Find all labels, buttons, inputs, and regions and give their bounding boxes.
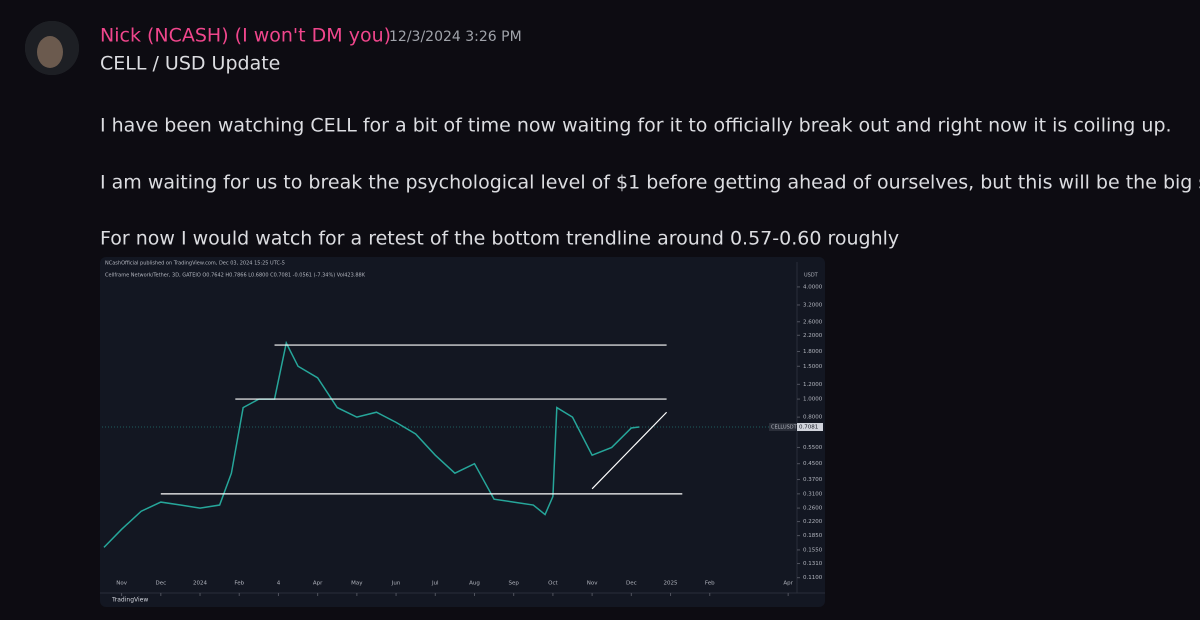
- x-tick-label: Dec: [155, 581, 166, 587]
- y-axis-label: USDT: [804, 273, 819, 279]
- y-tick-label: 0.2200: [803, 519, 823, 525]
- x-tick-label: Feb: [705, 581, 715, 587]
- price-box: [797, 423, 823, 432]
- message-line: CELL / USD Update: [100, 53, 280, 75]
- y-tick-label: 1.0000: [803, 397, 823, 403]
- y-tick-label: 0.3700: [803, 477, 823, 483]
- y-tick-label: 0.3100: [803, 491, 823, 497]
- y-tick-label: 0.4500: [803, 461, 823, 467]
- x-tick-label: Nov: [587, 581, 598, 587]
- trend-line: [591, 411, 668, 490]
- y-tick-label: 0.1310: [803, 561, 823, 567]
- y-tick-label: 0.1850: [803, 533, 823, 539]
- avatar[interactable]: [25, 21, 79, 75]
- x-tick-label: Aug: [469, 581, 480, 587]
- y-tick-label: 0.5500: [803, 445, 823, 451]
- price-tag: [769, 423, 796, 432]
- x-tick-label: Apr: [313, 581, 323, 587]
- y-tick-label: 0.2600: [803, 506, 823, 512]
- message-line: For now I would watch for a retest of th…: [100, 228, 899, 250]
- author[interactable]: Nick (NCASH) (I won't DM you): [100, 25, 391, 47]
- price-tag-name: CELLUSDT: [771, 425, 798, 431]
- x-tick-label: Dec: [626, 581, 637, 587]
- x-tick-label: Apr: [783, 581, 793, 587]
- footer: TradingView: [111, 597, 148, 604]
- y-tick-label: 1.5000: [803, 364, 823, 370]
- y-tick-label: 1.2000: [803, 382, 823, 388]
- x-tick-label: 2025: [664, 581, 678, 587]
- x-tick-label: Jun: [391, 581, 401, 587]
- chart-subtitle: Cellframe Network/Tether, 3D, GATEIO O0.…: [105, 273, 366, 279]
- x-tick-label: 4: [277, 581, 281, 587]
- y-tick-label: 2.6000: [803, 319, 823, 325]
- y-tick-label: 1.8000: [803, 349, 823, 355]
- x-tick-label: Oct: [548, 581, 558, 587]
- chart-image[interactable]: [100, 257, 825, 607]
- y-tick-label: 3.2000: [803, 302, 823, 308]
- y-tick-label: 4.0000: [803, 284, 823, 290]
- x-tick-label: May: [351, 581, 363, 587]
- x-tick-label: 2024: [193, 581, 207, 587]
- x-tick-label: Sep: [509, 581, 520, 587]
- price-value: 0.7081: [799, 425, 818, 431]
- x-tick-label: Feb: [234, 581, 244, 587]
- x-tick-label: Jul: [431, 581, 439, 587]
- y-tick-label: 0.8000: [803, 415, 823, 421]
- y-tick-label: 0.1100: [803, 575, 823, 581]
- y-tick-label: 2.2000: [803, 333, 823, 339]
- message-line: I have been watching CELL for a bit of t…: [100, 115, 1172, 137]
- message-line: I am waiting for us to break the psychol…: [100, 172, 1200, 194]
- x-tick-label: Nov: [116, 581, 127, 587]
- price-line: [103, 340, 640, 548]
- y-tick-label: 0.1550: [803, 547, 823, 553]
- chart-title: NCashOfficial published on TradingView.c…: [105, 261, 285, 267]
- timestamp: 12/3/2024 3:26 PM: [389, 29, 522, 45]
